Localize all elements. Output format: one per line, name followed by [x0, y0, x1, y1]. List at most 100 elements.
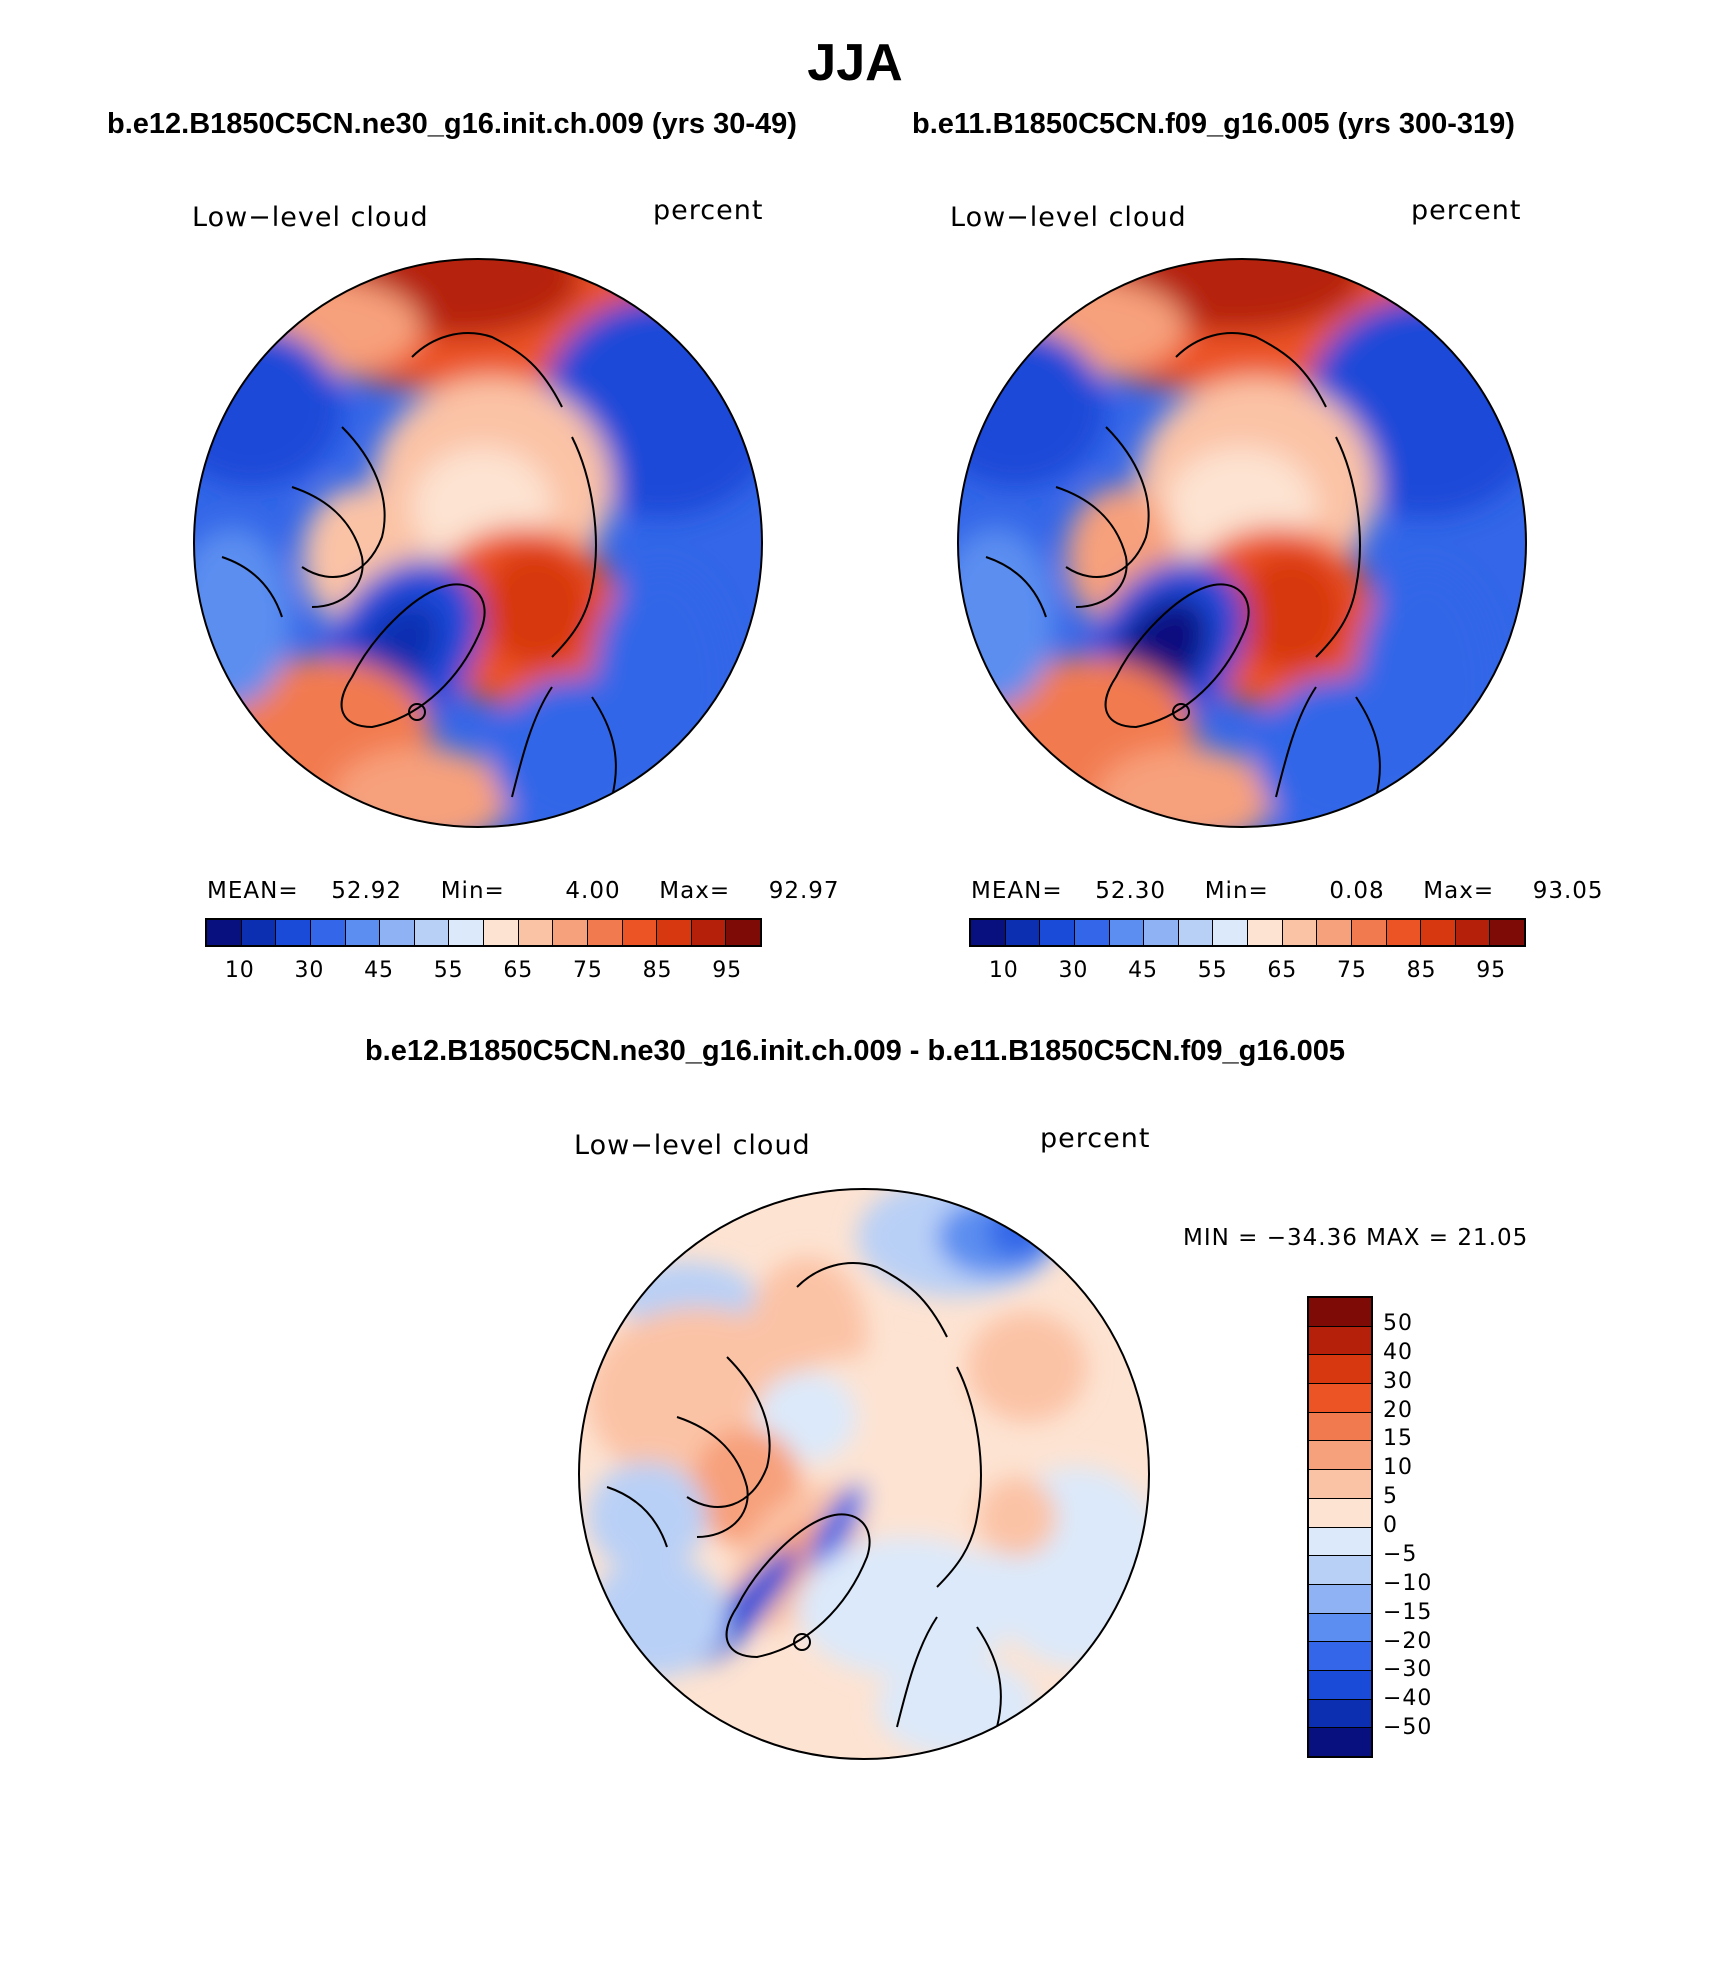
colorbar-box	[1248, 920, 1283, 945]
colorbar-tick-label: 65	[503, 958, 534, 983]
main-title: JJA	[807, 34, 903, 92]
colorbar-box	[1490, 920, 1524, 945]
colorbar-tick-label: 50	[1383, 1310, 1413, 1336]
colorbar-box	[971, 920, 1006, 945]
colorbar-tick-label: 30	[294, 958, 325, 983]
difference-polar-map	[578, 1188, 1150, 1760]
panel1-mean-label: MEAN=	[207, 878, 299, 904]
colorbar-box	[1109, 920, 1145, 945]
colorbar-box	[1309, 1355, 1371, 1385]
panel1-stats: MEAN= 52.92 Min= 4.00 Max= 92.97	[207, 878, 840, 904]
colorbar-tick-label: 45	[1128, 958, 1159, 983]
difference-title: b.e12.B1850C5CN.ne30_g16.init.ch.009 - b…	[364, 1035, 1346, 1067]
colorbar-box	[1309, 1384, 1371, 1413]
colorbar-box	[414, 920, 450, 945]
colorbar-box	[518, 920, 554, 945]
panel1-units-label: percent	[653, 195, 764, 226]
colorbar-box	[1309, 1728, 1371, 1756]
colorbar-box	[241, 920, 277, 945]
panel1-min-label: Min=	[440, 878, 505, 904]
colorbar-box	[1282, 920, 1318, 945]
colorbar-tick-label: 95	[712, 958, 743, 983]
colorbar-box	[1213, 920, 1248, 945]
colorbar-tick-label: −10	[1383, 1570, 1433, 1596]
colorbar-box	[1074, 920, 1110, 945]
colorbar-tick-label: 75	[1336, 958, 1367, 983]
panel2-max-value: 93.05	[1532, 878, 1604, 904]
panel2-min-value: 0.08	[1329, 878, 1385, 904]
colorbar-tick-label: 85	[642, 958, 673, 983]
colorbar-box	[622, 920, 658, 945]
colorbar-tick-label: 95	[1476, 958, 1507, 983]
colorbar-tick-label: 30	[1383, 1368, 1413, 1394]
colorbar-box	[1178, 920, 1214, 945]
panel2-min-label: Min=	[1204, 878, 1269, 904]
colorbar-box	[691, 920, 727, 945]
colorbar-box	[345, 920, 381, 945]
colorbar-box	[1309, 1441, 1371, 1471]
colorbar-box	[1309, 1613, 1371, 1643]
difference-units-label: percent	[1040, 1123, 1151, 1154]
colorbar-tick-label: 45	[364, 958, 395, 983]
difference-minmax: MIN = −34.36 MAX = 21.05	[1183, 1225, 1529, 1251]
panel2-units-label: percent	[1411, 195, 1522, 226]
colorbar-box	[1309, 1298, 1371, 1327]
difference-colorbar-ticks: 50 40 30 20 15 10 5 0 −5 −10 −15 −20 −30 −40 −50	[1383, 1296, 1453, 1758]
panel2-mean-label: MEAN=	[971, 878, 1063, 904]
colorbar-tick-label: 0	[1383, 1513, 1398, 1538]
colorbar-tick-label: −40	[1383, 1686, 1433, 1712]
colorbar-box	[587, 920, 623, 945]
colorbar-box	[1455, 920, 1491, 945]
colorbar-tick-label: 10	[224, 958, 255, 983]
colorbar-box	[1317, 920, 1352, 945]
colorbar-tick-label: −20	[1383, 1628, 1433, 1654]
colorbar-tick-label: 5	[1383, 1484, 1398, 1510]
colorbar-tick-label: 10	[1383, 1455, 1413, 1481]
colorbar-box	[1309, 1498, 1371, 1528]
colorbar-box	[1309, 1642, 1371, 1671]
panel1-polar-map	[193, 258, 763, 828]
colorbar-tick-label: 85	[1406, 958, 1437, 983]
colorbar-tick-label: −5	[1383, 1541, 1418, 1567]
colorbar-box	[1309, 1670, 1371, 1700]
colorbar-box	[310, 920, 346, 945]
colorbar-box	[1040, 920, 1075, 945]
colorbar-box	[1386, 920, 1422, 945]
panel1-colorbar	[205, 918, 762, 947]
panel1-colorbar-ticks: 10 30 45 55 65 75 85 95	[205, 958, 762, 988]
panel1-variable-label: Low−level cloud	[192, 202, 429, 233]
colorbar-box	[1005, 920, 1041, 945]
colorbar-tick-label: 30	[1058, 958, 1089, 983]
colorbar-box	[726, 920, 760, 945]
difference-colorbar	[1307, 1296, 1373, 1758]
colorbar-box	[657, 920, 692, 945]
colorbar-box	[1309, 1412, 1371, 1442]
colorbar-box	[1144, 920, 1179, 945]
colorbar-tick-label: 40	[1383, 1339, 1413, 1365]
colorbar-box	[449, 920, 484, 945]
colorbar-box	[207, 920, 242, 945]
panel2-stats: MEAN= 52.30 Min= 0.08 Max= 93.05	[971, 878, 1604, 904]
colorbar-box	[1309, 1527, 1371, 1557]
colorbar-tick-label: −30	[1383, 1657, 1433, 1683]
colorbar-box	[380, 920, 415, 945]
panel1-mean-value: 52.92	[331, 878, 403, 904]
colorbar-box	[1421, 920, 1456, 945]
colorbar-box	[484, 920, 519, 945]
colorbar-box	[1309, 1556, 1371, 1585]
colorbar-box	[1309, 1699, 1371, 1729]
colorbar-box	[276, 920, 311, 945]
panel2-colorbar-ticks: 10 30 45 55 65 75 85 95	[969, 958, 1526, 988]
colorbar-tick-label: 15	[1383, 1426, 1413, 1452]
colorbar-tick-label: 65	[1267, 958, 1298, 983]
panel2-colorbar	[969, 918, 1526, 947]
panel2-mean-value: 52.30	[1095, 878, 1167, 904]
colorbar-box	[1351, 920, 1387, 945]
panel2-max-label: Max=	[1423, 878, 1495, 904]
colorbar-tick-label: 75	[572, 958, 603, 983]
panel2-case-title: b.e11.B1850C5CN.f09_g16.005 (yrs 300-319…	[912, 108, 1515, 140]
colorbar-tick-label: 10	[988, 958, 1019, 983]
colorbar-tick-label: 55	[1197, 958, 1228, 983]
colorbar-box	[1309, 1326, 1371, 1356]
colorbar-box	[553, 920, 588, 945]
